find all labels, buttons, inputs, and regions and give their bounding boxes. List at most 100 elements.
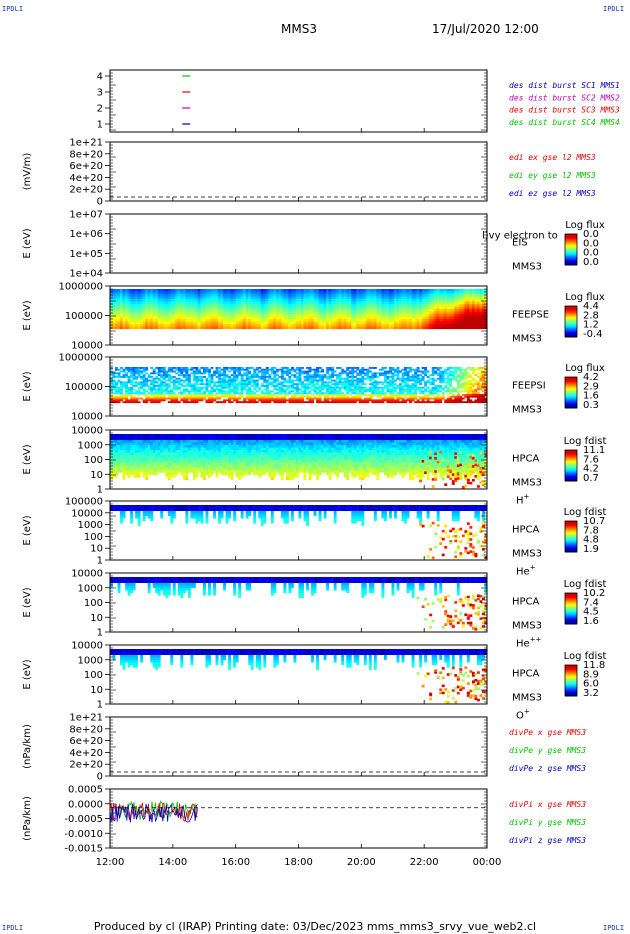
y-tick-label-hpca_he2-4: 1	[97, 628, 103, 639]
y-tick-label-hpca_o-2: 100	[84, 670, 103, 681]
y-tick-label-hpca_h-3: 10	[90, 470, 103, 481]
y-axis-label-hpca_o: E (eV)	[22, 659, 33, 689]
colorbar-tick-feepsi-1: 2.9	[583, 381, 599, 392]
colorbar-title-eis: Log flux	[565, 220, 605, 231]
spectrogram-hpca_he2	[110, 577, 488, 631]
species-label-hpca_h: H+	[516, 493, 530, 507]
x-tick-label-0: 12:00	[96, 857, 125, 868]
y-axis-label-edi: (mV/m)	[22, 153, 33, 191]
colorbar-tick-feepsi-3: 0.3	[583, 400, 599, 411]
x-tick-label-4: 20:00	[347, 857, 376, 868]
legend-divpe-1: divPe y gse MMS3	[509, 746, 586, 755]
colorbar-tick-eis-0: 0.0	[583, 229, 599, 240]
spectrogram-feepse	[110, 289, 488, 330]
date-label: 17/Jul/2020 12:00	[432, 22, 539, 36]
colorbar-tick-eis-3: 0.0	[583, 257, 599, 268]
y-axis-label-hpca_h: E (eV)	[22, 444, 33, 474]
y-tick-label-eis-3: 1e+04	[69, 269, 103, 280]
instrument-label-feepse: FEEPSE	[512, 310, 549, 321]
panel-frame-divpe	[109, 716, 488, 777]
y-tick-label-divpi-1: 0.0000	[68, 799, 103, 810]
y-tick-label-hpca_he2-0: 10000	[71, 569, 103, 580]
minor-ticks-hpca_h	[109, 432, 488, 489]
colorbar-feepse	[564, 305, 578, 338]
instrument-label-hpca_he2: HPCA	[512, 597, 540, 608]
y-tick-label-edi-0: 1e+21	[69, 138, 103, 149]
legend-burst-3: des dist burst SC4 MMS4	[509, 118, 620, 127]
legend-divpe-0: divPe x gse MMS3	[509, 728, 586, 737]
y-tick-label-divpe-4: 2e+20	[69, 760, 103, 771]
y-axis-label-feepse: E (eV)	[22, 300, 33, 330]
colorbar-tick-hpca_he2-1: 7.4	[583, 597, 599, 608]
corner-label-bottom-left: IPDLI	[2, 924, 24, 932]
minor-ticks-burst	[109, 72, 488, 132]
colorbar-tick-feepse-2: 1.2	[583, 320, 599, 331]
colorbar-hpca_h	[564, 449, 578, 482]
legend-divpi-2: divPi z gse MMS3	[509, 836, 586, 845]
colorbar-tick-hpca_he-2: 4.8	[583, 535, 599, 546]
colorbar-feepsi	[564, 376, 578, 409]
y-axis-label-feepsi: E (eV)	[22, 371, 33, 401]
y-tick-label-hpca_o-3: 10	[90, 685, 103, 696]
panel-frame-eis	[109, 213, 488, 274]
y-tick-label-divpi-0: 0.0005	[68, 785, 103, 796]
y-tick-label-burst-0: 4	[97, 72, 103, 83]
instrument-label-hpca_h: HPCA	[512, 454, 540, 465]
y-tick-label-divpi-2: -0.0005	[64, 814, 103, 825]
legend-edi-2: edi ez gse l2 MMS3	[509, 189, 596, 198]
minor-ticks-edi	[109, 144, 488, 201]
colorbar-tick-hpca_o-3: 3.2	[583, 688, 599, 699]
y-tick-label-hpca_h-4: 1	[97, 485, 103, 496]
spacecraft-label-hpca_h: MMS3	[512, 478, 542, 489]
panel-frame-edi	[109, 141, 488, 202]
colorbar-tick-feepse-3: -0.4	[583, 329, 603, 340]
colorbar-tick-hpca_h-2: 4.2	[583, 464, 599, 475]
y-tick-label-divpe-0: 1e+21	[69, 713, 103, 724]
y-tick-label-eis-1: 1e+06	[69, 229, 103, 240]
spectrogram-hpca_o	[110, 649, 488, 704]
colorbar-tick-hpca_he2-3: 1.6	[583, 616, 599, 627]
colorbar-title-feepse: Log flux	[565, 292, 605, 303]
y-tick-label-edi-5: 0	[97, 197, 103, 208]
y-tick-label-hpca_o-0: 10000	[71, 641, 103, 652]
y-tick-label-hpca_he-0: 100000	[65, 497, 103, 508]
legend-edi-1: edi ey gse l2 MMS3	[509, 171, 596, 180]
colorbar-hpca_he2	[564, 592, 578, 625]
spectrogram-feepsi	[110, 367, 488, 404]
y-tick-label-feepsi-0: 1000000	[58, 353, 103, 364]
minor-ticks-hpca_he2	[109, 575, 488, 632]
instrument-label-hpca_o: HPCA	[512, 669, 540, 680]
legend-divpi-0: divPi x gse MMS3	[509, 800, 586, 809]
y-axis-label-hpca_he2: E (eV)	[22, 587, 33, 617]
colorbar-tick-hpca_h-0: 11.1	[583, 445, 605, 456]
y-tick-label-divpi-4: -0.0015	[64, 844, 103, 855]
colorbar-tick-hpca_he2-2: 4.5	[583, 607, 599, 618]
x-tick-label-2: 16:00	[221, 857, 250, 868]
y-tick-label-divpe-1: 8e+20	[69, 724, 103, 735]
y-tick-label-hpca_he-3: 100	[84, 532, 103, 543]
panel-frame-divpi	[109, 788, 488, 849]
minor-ticks-divpe	[109, 719, 488, 776]
species-label-hpca_he: He+	[516, 564, 536, 578]
colorbar-title-hpca_o: Log fdist	[564, 651, 607, 662]
y-tick-label-hpca_he2-2: 100	[84, 598, 103, 609]
line-series-divpi	[109, 800, 198, 823]
y-tick-label-eis-2: 1e+05	[69, 249, 103, 260]
instrument-label-hpca_he: HPCA	[512, 525, 540, 536]
spacecraft-label-feepse: MMS3	[512, 334, 542, 345]
species-label-hpca_o: O+	[516, 708, 530, 722]
colorbar-tick-feepsi-0: 4.2	[583, 372, 599, 383]
y-tick-label-burst-2: 2	[97, 104, 103, 115]
y-tick-label-feepsi-2: 10000	[71, 412, 103, 423]
minor-ticks-eis	[109, 216, 488, 273]
divpi-series-2	[109, 803, 198, 823]
corner-label-top-left: IPDLI	[2, 5, 24, 13]
y-tick-label-feepse-0: 1000000	[58, 282, 103, 293]
y-tick-label-divpe-3: 4e+20	[69, 748, 103, 759]
instrument-label-feepsi: FEEPSI	[512, 381, 546, 392]
colorbar-title-feepsi: Log flux	[565, 363, 605, 374]
x-tick-label-1: 14:00	[158, 857, 187, 868]
legend-burst-2: des dist burst SC3 MMS3	[509, 106, 620, 115]
y-tick-label-hpca_he-5: 1	[97, 556, 103, 567]
